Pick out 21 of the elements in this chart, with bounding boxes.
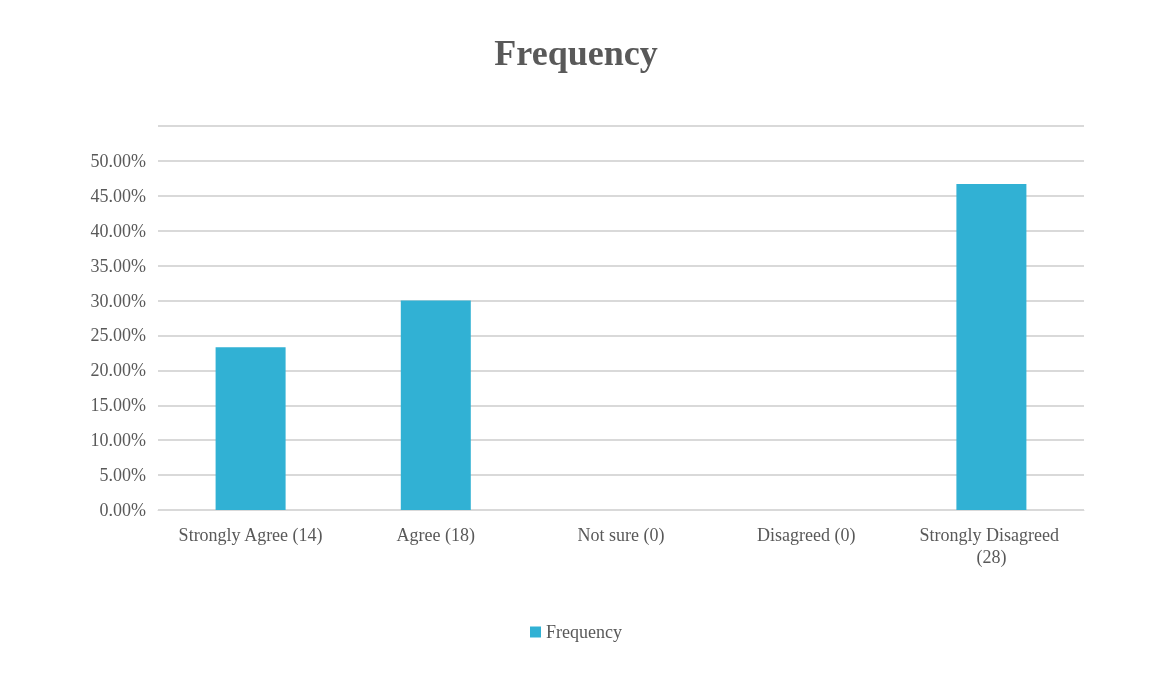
y-tick-label: 40.00% [90,220,146,241]
y-tick-label: 50.00% [90,150,146,171]
legend-label: Frequency [546,622,622,642]
y-tick-label: 5.00% [99,465,146,486]
bar [215,347,286,510]
y-tick-label: 20.00% [90,360,146,381]
x-tick-label: Strongly Disagreed (28) [919,525,1064,568]
y-tick-label: 0.00% [99,500,146,520]
x-tick-label: Strongly Agree (14) [178,525,323,546]
x-tick-label: Agree (18) [396,525,476,546]
bar [956,183,1027,510]
y-tick-label: 15.00% [90,395,146,416]
bar [400,300,471,510]
x-tick-label: Disagreed (0) [756,525,856,546]
chart-title: Frequency [494,33,658,73]
y-tick-label: 30.00% [90,290,146,311]
x-tick-label: Not sure (0) [577,525,665,546]
y-tick-label: 35.00% [90,255,146,276]
y-tick-label: 45.00% [90,185,146,206]
y-tick-label: 10.00% [90,430,146,451]
y-tick-label: 25.00% [90,325,146,346]
